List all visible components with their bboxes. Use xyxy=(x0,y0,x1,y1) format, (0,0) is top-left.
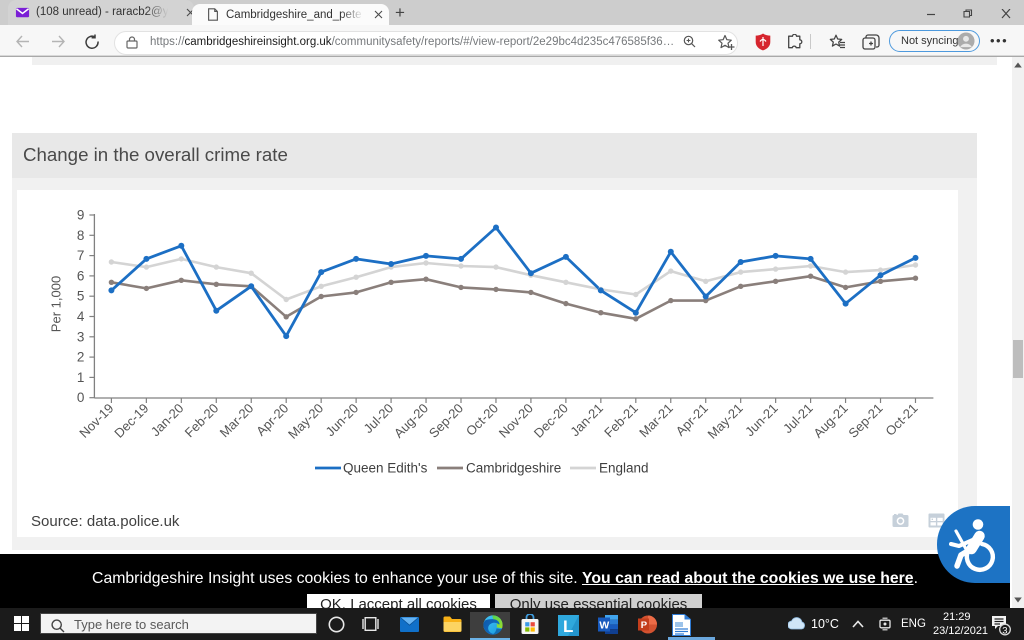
svg-text:Jun-21: Jun-21 xyxy=(742,401,781,440)
svg-text:Mar-21: Mar-21 xyxy=(636,401,676,441)
svg-text:Oct-20: Oct-20 xyxy=(463,401,501,439)
svg-text:Jun-20: Jun-20 xyxy=(323,401,362,440)
svg-text:2: 2 xyxy=(77,350,85,365)
svg-text:Jan-20: Jan-20 xyxy=(148,401,187,440)
svg-text:L: L xyxy=(563,617,573,636)
svg-text:0: 0 xyxy=(77,390,85,405)
svg-text:Feb-21: Feb-21 xyxy=(601,401,641,441)
svg-text:Cambridgeshire: Cambridgeshire xyxy=(466,461,561,476)
svg-text:Per 1,000: Per 1,000 xyxy=(48,276,63,332)
svg-text:Dec-19: Dec-19 xyxy=(111,401,151,441)
svg-text:Nov-19: Nov-19 xyxy=(76,401,116,441)
svg-text:Sep-21: Sep-21 xyxy=(845,401,885,441)
svg-text:Sep-20: Sep-20 xyxy=(426,401,466,441)
svg-text:Aug-20: Aug-20 xyxy=(391,401,431,441)
svg-text:Aug-21: Aug-21 xyxy=(810,401,850,441)
svg-text:England: England xyxy=(599,461,649,476)
svg-text:Feb-20: Feb-20 xyxy=(182,401,222,441)
svg-text:4: 4 xyxy=(77,309,85,324)
svg-text:Nov-20: Nov-20 xyxy=(496,401,536,441)
svg-text:Jan-21: Jan-21 xyxy=(567,401,606,440)
svg-text:6: 6 xyxy=(77,268,85,283)
svg-text:8: 8 xyxy=(77,228,85,243)
svg-text:Dec-20: Dec-20 xyxy=(531,401,571,441)
svg-text:May-20: May-20 xyxy=(285,401,326,442)
svg-text:Oct-21: Oct-21 xyxy=(882,401,920,439)
svg-text:Mar-20: Mar-20 xyxy=(217,401,257,441)
svg-text:5: 5 xyxy=(77,289,85,304)
svg-text:P: P xyxy=(641,620,648,631)
svg-text:3: 3 xyxy=(1002,625,1007,636)
svg-text:7: 7 xyxy=(77,248,85,263)
svg-text:May-21: May-21 xyxy=(705,401,746,442)
svg-text:9: 9 xyxy=(77,208,85,223)
svg-text:Queen Edith's: Queen Edith's xyxy=(343,461,428,476)
svg-text:W: W xyxy=(599,620,609,632)
svg-text:3: 3 xyxy=(77,329,85,344)
svg-text:1: 1 xyxy=(77,370,85,385)
